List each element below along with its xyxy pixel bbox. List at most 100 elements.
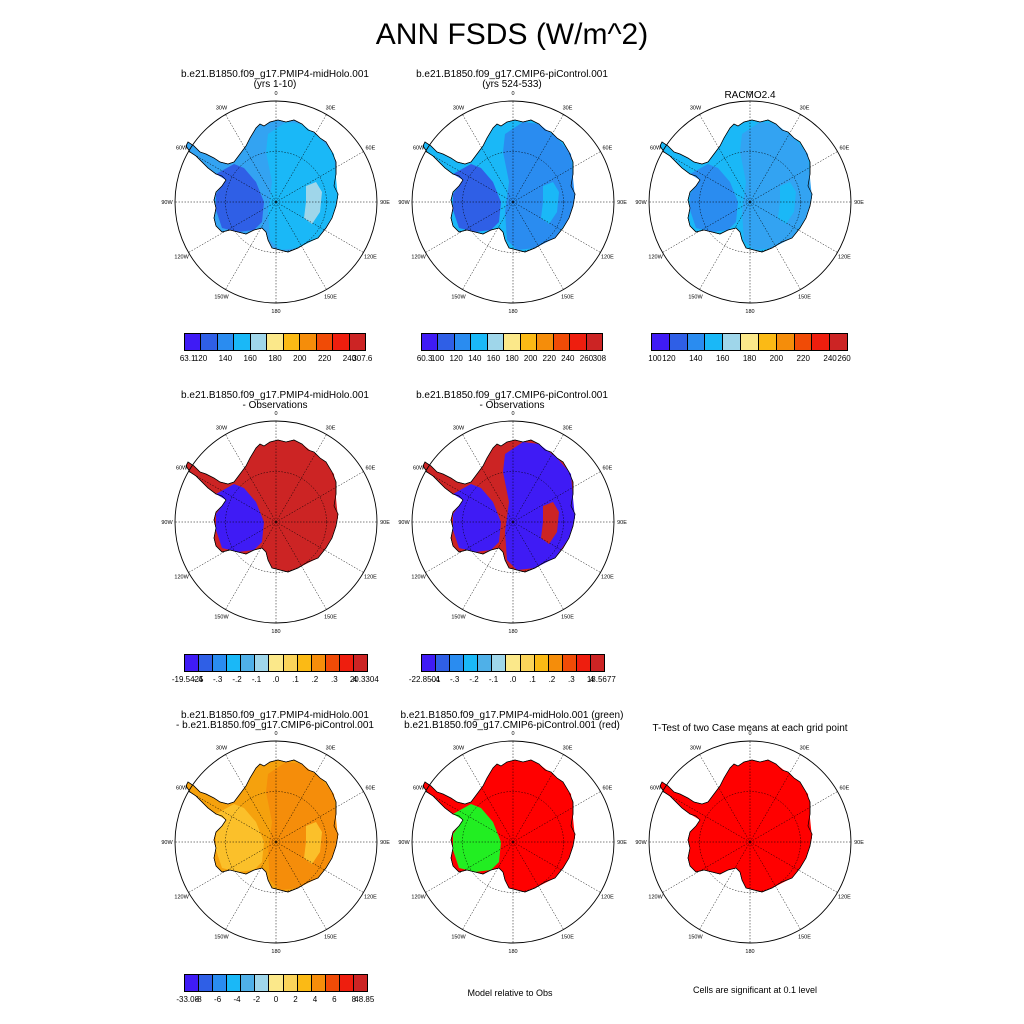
colorbar-swatch [812, 334, 831, 350]
latitude-circle [462, 791, 564, 893]
west-antarctica-region [690, 804, 738, 872]
meridian-line [462, 434, 514, 523]
colorbar-swatch [199, 975, 214, 991]
colorbar-swatch [436, 655, 451, 671]
latitude-circle [462, 471, 564, 573]
colorbar-swatch [201, 334, 218, 350]
colorbar-tick-label: 0 [273, 995, 279, 1004]
colorbar-3: 100 120 140 160 180 200 220 240 260 [648, 333, 851, 367]
colorbar-swatch [185, 975, 200, 991]
colorbar-tick-label: -.2 [232, 675, 242, 684]
colorbar-tick-label: -.3 [449, 675, 460, 684]
colorbar-tick-label: 220 [796, 354, 810, 363]
colorbar-swatch [776, 334, 795, 350]
colorbar-swatch [269, 975, 284, 991]
meridian-line [275, 521, 327, 610]
longitude-label: 150E [324, 934, 337, 940]
colorbar-tick-label: 240 [342, 354, 357, 363]
dome-region [304, 822, 322, 864]
longitude-label: 30E [800, 106, 810, 112]
longitude-label: 90E [617, 520, 627, 526]
west-antarctica-region [216, 804, 264, 872]
map-panel-8: 0 30E 60E 90E 120E 150E 180 150W 120W 90W 60W 30W [393, 722, 633, 962]
meridian-line [662, 841, 751, 893]
map-boundary [648, 100, 852, 304]
colorbar-cells [421, 654, 605, 672]
longitude-label: 30W [216, 106, 228, 112]
meridian-line [699, 754, 751, 843]
colorbar-tick-label: 63.1 [179, 354, 196, 363]
map-panel-1: 0 30E 60E 90E 120E 150E 180 150W 120W 90W 60W 30W [156, 82, 396, 322]
meridian-line [749, 841, 838, 893]
longitude-label: 30W [216, 426, 228, 432]
map-panel-9: 0 30E 60E 90E 120E 150E 180 150W 120W 90W 60W 30W [630, 722, 870, 962]
longitude-label: 60E [839, 786, 849, 792]
colorbar-tick-label: 180 [268, 354, 282, 363]
meridian-line [512, 841, 601, 893]
colorbar-labels: -19.5425 -.4 -.3 -.2 -.1 .0 .1 .2 .3 .4 20.3304 [172, 675, 379, 687]
colorbar-cells [184, 974, 368, 992]
colorbar-swatch [250, 334, 268, 350]
east-antarctica-region [266, 762, 338, 890]
colorbar-swatch [325, 655, 340, 671]
longitude-label: 180 [508, 309, 517, 315]
colorbar-swatch [227, 655, 242, 671]
longitude-label: 150W [688, 934, 703, 940]
colorbar-swatch [422, 655, 437, 671]
longitude-label: 60E [365, 466, 375, 472]
colorbar-swatch [652, 334, 670, 350]
colorbar-swatch [325, 975, 340, 991]
longitude-label: 30E [326, 106, 336, 112]
latitude-circle [699, 151, 801, 253]
coastline [422, 439, 576, 573]
colorbar-swatch [255, 655, 270, 671]
latitude-circle [225, 471, 327, 573]
meridian-line [512, 841, 564, 930]
longitude-label: 60E [365, 146, 375, 152]
polar-map-p3: 0 30E 60E 90E 120E 150E 180 150W 120W 90W 60W 30W [635, 91, 864, 315]
colorbar-tick-label: 120 [193, 354, 208, 363]
map-panel-7: 0 30E 60E 90E 120E 150E 180 150W 120W 90W 60W 30W [156, 722, 396, 962]
colorbar-swatch [506, 655, 521, 671]
map-panel-2: 0 30E 60E 90E 120E 150E 180 150W 120W 90W 60W 30W [393, 82, 633, 322]
dome-region [541, 822, 559, 864]
east-antarctica-region [503, 122, 575, 250]
colorbar-swatch [283, 975, 298, 991]
meridian-line [512, 754, 564, 843]
longitude-label: 0 [511, 411, 514, 417]
colorbar-swatch [705, 334, 724, 350]
colorbar-swatch [234, 334, 251, 350]
colorbar-cells [651, 333, 848, 351]
colorbar-swatch [586, 334, 602, 350]
colorbar-tick-label: 160 [486, 354, 501, 363]
colorbar-swatch [283, 334, 301, 350]
colorbar-labels: 100 120 140 160 180 200 220 240 260 [648, 354, 850, 366]
colorbar-tick-label: 200 [769, 354, 784, 363]
panel-title-3: RACMO2.4 [724, 90, 776, 101]
longitude-label: 0 [511, 731, 514, 737]
meridian-line [275, 471, 364, 523]
longitude-label: 120E [364, 575, 377, 581]
colorbar-tick-label: 100 [430, 354, 445, 363]
meridian-line [512, 201, 564, 290]
colorbar-tick-label: 307.6 [352, 354, 373, 363]
longitude-label: 30E [326, 426, 336, 432]
coastline [422, 119, 576, 253]
longitude-label: 120E [601, 895, 614, 901]
panel-title-2: b.e21.B1850.f09_g17.CMIP6-piControl.001(… [416, 69, 608, 90]
colorbar-swatch [217, 334, 235, 350]
meridian-line [225, 754, 277, 843]
longitude-label: 30E [563, 746, 573, 752]
map-panel-3: 0 30E 60E 90E 120E 150E 180 150W 120W 90W 60W 30W [630, 82, 870, 322]
colorbar-tick-label: 240 [823, 354, 837, 363]
meridian-line [225, 521, 277, 610]
longitude-label: 150W [214, 614, 229, 620]
colorbar-swatch [520, 655, 535, 671]
meridian-line [699, 201, 751, 290]
colorbar-swatch [471, 334, 488, 350]
colorbar-swatch [300, 334, 317, 350]
colorbar-swatch [311, 655, 326, 671]
meridian-line [512, 201, 601, 253]
map-panel-4: 0 30E 60E 90E 120E 150E 180 150W 120W 90W 60W 30W [156, 402, 396, 642]
east-antarctica-region [266, 122, 338, 250]
